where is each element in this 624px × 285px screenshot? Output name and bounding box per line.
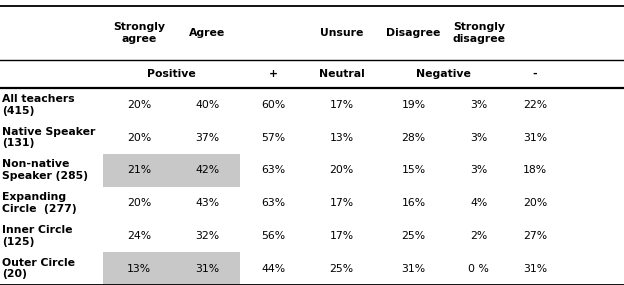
Text: 63%: 63%: [261, 165, 285, 175]
Text: 25%: 25%: [329, 264, 354, 274]
Text: 24%: 24%: [127, 231, 151, 241]
Text: 42%: 42%: [195, 165, 220, 175]
Text: 21%: 21%: [127, 165, 151, 175]
Text: Unsure: Unsure: [320, 28, 363, 38]
Text: Outer Circle
(20): Outer Circle (20): [2, 258, 75, 279]
Text: Expanding
Circle  (277): Expanding Circle (277): [2, 192, 77, 214]
Text: 2%: 2%: [470, 231, 487, 241]
Text: 44%: 44%: [261, 264, 285, 274]
Text: 3%: 3%: [470, 100, 487, 110]
Text: Agree: Agree: [189, 28, 226, 38]
Text: 17%: 17%: [329, 100, 354, 110]
Text: 31%: 31%: [523, 264, 547, 274]
Text: 56%: 56%: [261, 231, 285, 241]
Text: 57%: 57%: [261, 133, 285, 142]
Text: 17%: 17%: [329, 231, 354, 241]
Text: 18%: 18%: [523, 165, 547, 175]
Text: Negative: Negative: [416, 69, 470, 79]
Text: Disagree: Disagree: [386, 28, 441, 38]
Text: 25%: 25%: [401, 231, 426, 241]
Text: Neutral: Neutral: [319, 69, 364, 79]
Text: 20%: 20%: [127, 100, 151, 110]
Text: 3%: 3%: [470, 165, 487, 175]
Text: Strongly
disagree: Strongly disagree: [452, 22, 505, 44]
Text: 37%: 37%: [195, 133, 220, 142]
Text: 15%: 15%: [401, 165, 426, 175]
Text: 17%: 17%: [329, 198, 354, 208]
Text: 43%: 43%: [195, 198, 220, 208]
Text: 19%: 19%: [401, 100, 426, 110]
Text: Native Speaker
(131): Native Speaker (131): [2, 127, 95, 148]
Text: 40%: 40%: [195, 100, 220, 110]
Text: 20%: 20%: [127, 198, 151, 208]
Text: Inner Circle
(125): Inner Circle (125): [2, 225, 72, 247]
Text: All teachers
(415): All teachers (415): [2, 94, 74, 115]
Text: Strongly
agree: Strongly agree: [113, 22, 165, 44]
Text: 22%: 22%: [523, 100, 547, 110]
Text: 31%: 31%: [401, 264, 426, 274]
Text: -: -: [533, 69, 537, 79]
Text: 4%: 4%: [470, 198, 487, 208]
Text: Positive: Positive: [147, 69, 196, 79]
Text: 31%: 31%: [195, 264, 220, 274]
Text: 13%: 13%: [127, 264, 151, 274]
Text: 32%: 32%: [195, 231, 220, 241]
Text: 13%: 13%: [329, 133, 354, 142]
Text: 31%: 31%: [523, 133, 547, 142]
Text: 28%: 28%: [401, 133, 426, 142]
Text: 20%: 20%: [127, 133, 151, 142]
Text: 20%: 20%: [329, 165, 354, 175]
Text: 0 %: 0 %: [469, 264, 489, 274]
Text: 16%: 16%: [401, 198, 426, 208]
Text: 27%: 27%: [523, 231, 547, 241]
Text: Non-native
Speaker (285): Non-native Speaker (285): [2, 160, 88, 181]
Text: +: +: [268, 69, 278, 79]
Text: 20%: 20%: [523, 198, 547, 208]
Text: 60%: 60%: [261, 100, 285, 110]
Text: 3%: 3%: [470, 133, 487, 142]
Text: 63%: 63%: [261, 198, 285, 208]
